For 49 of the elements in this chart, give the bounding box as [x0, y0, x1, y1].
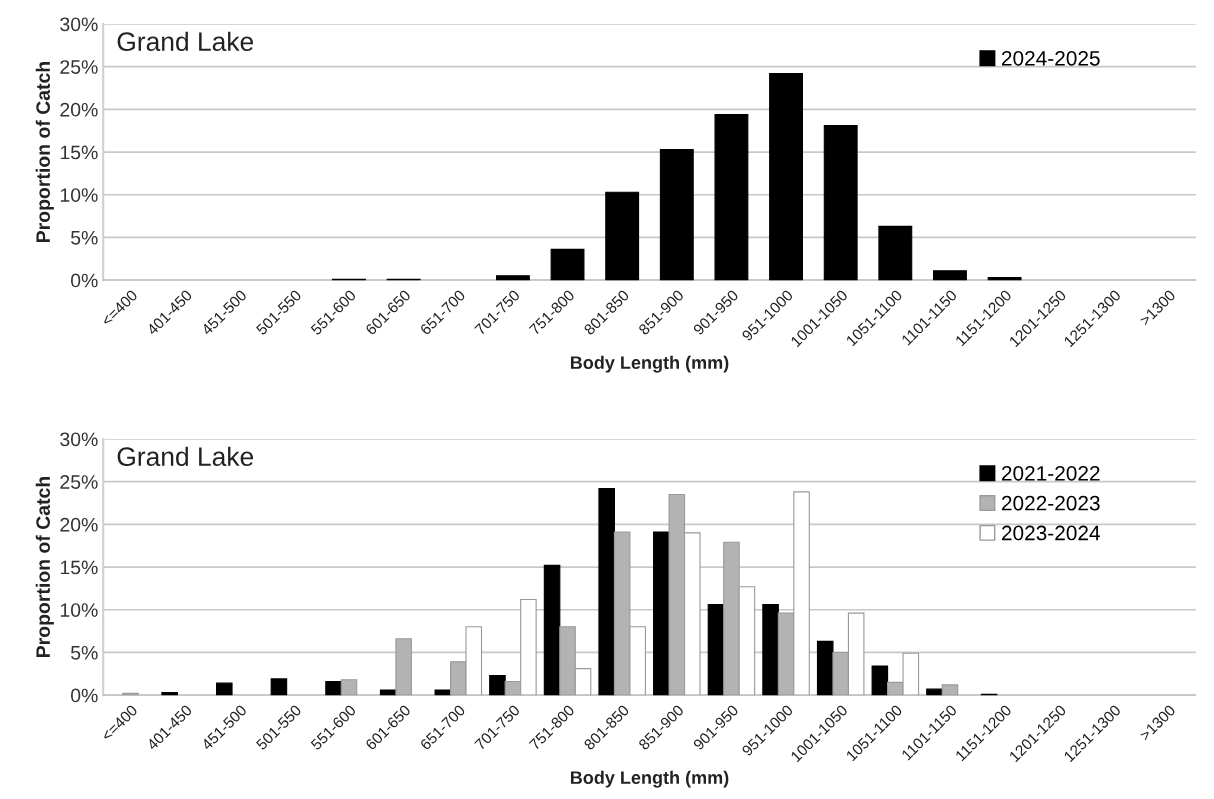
bar: [489, 674, 506, 696]
bar: [933, 270, 967, 281]
x-axis-title: Body Length (mm): [570, 770, 729, 788]
y-tick-label: 15%: [60, 145, 98, 160]
bar: [762, 604, 779, 696]
bar: [707, 604, 725, 696]
y-tick-label: 25%: [60, 475, 98, 489]
y-tick-label: 20%: [60, 102, 98, 117]
bar: [659, 148, 694, 281]
bar: [215, 682, 233, 696]
chart-title: Grand Lake: [117, 31, 254, 52]
bar: [987, 277, 1022, 281]
y-tick-label: 30%: [60, 432, 98, 447]
y-axis-title: Proportion of Catch: [35, 61, 54, 243]
y-tick-label: 0%: [70, 273, 98, 288]
y-axis-title: Proportion of Catch: [35, 476, 54, 658]
bar: [871, 665, 889, 696]
y-tick-label: 20%: [60, 517, 98, 532]
y-tick-label: 10%: [60, 188, 98, 202]
bar: [543, 564, 561, 696]
legend-label: 2023-2024: [1001, 525, 1100, 541]
bar: [270, 678, 288, 696]
y-tick-label: 0%: [70, 688, 98, 703]
legend-label: 2021-2022: [1001, 465, 1100, 481]
y-tick-label: 25%: [60, 60, 98, 74]
bar: [325, 680, 342, 696]
bar: [714, 113, 749, 281]
y-tick-label: 15%: [60, 560, 98, 575]
y-tick-label: 5%: [71, 231, 98, 245]
bar: [495, 275, 530, 281]
y-tick-label: 10%: [60, 603, 98, 617]
bar: [769, 72, 804, 281]
bar: [823, 125, 858, 281]
bar: [653, 531, 670, 696]
bar: [816, 640, 834, 696]
bar: [161, 692, 178, 696]
x-axis-title: Body Length (mm): [570, 355, 729, 373]
y-tick-label: 5%: [71, 645, 98, 660]
bar: [550, 248, 585, 281]
bar: [605, 191, 640, 281]
bar: [379, 689, 397, 696]
bar: [598, 487, 615, 696]
bar: [926, 688, 943, 696]
bar: [434, 689, 452, 696]
legend-label: 2024-2025: [1001, 50, 1100, 66]
y-tick-label: 30%: [60, 17, 98, 32]
chart-title: Grand Lake: [117, 446, 254, 467]
legend-label: 2022-2023: [1001, 495, 1100, 511]
bar: [878, 225, 913, 281]
